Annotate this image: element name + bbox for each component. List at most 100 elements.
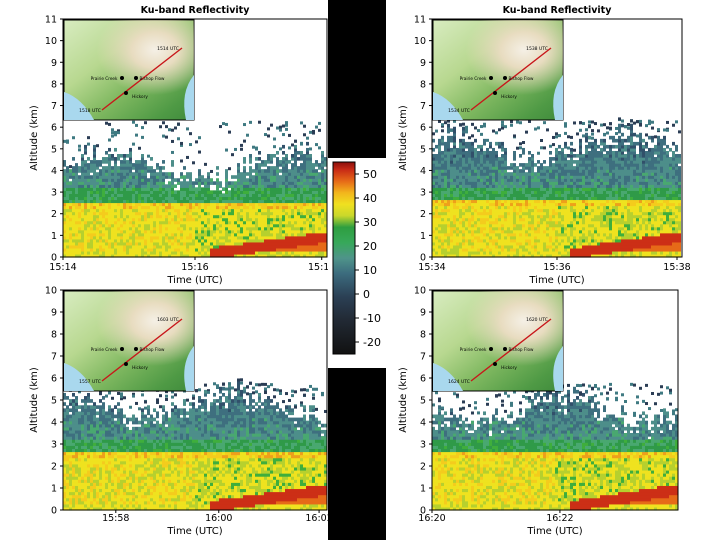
echo-cell <box>105 193 108 198</box>
echo-cell <box>255 178 258 182</box>
echo-cell <box>96 202 99 207</box>
echo-cell <box>267 181 270 185</box>
echo-cell <box>279 226 282 231</box>
echo-cell <box>129 147 132 152</box>
echo-cell <box>522 220 525 225</box>
echo-cell <box>174 199 177 204</box>
echo-cell <box>534 211 537 216</box>
echo-cell <box>546 166 549 170</box>
echo-cell <box>285 181 288 185</box>
echo-cell <box>144 205 147 210</box>
echo-cell <box>282 208 285 213</box>
echo-cell <box>300 184 303 188</box>
echo-cell <box>306 214 309 219</box>
echo-cell <box>135 235 138 240</box>
echo-cell <box>87 250 90 255</box>
echo-cell <box>282 150 285 155</box>
echo-cell <box>90 214 93 219</box>
echo-cell <box>450 187 453 191</box>
echo-speckle <box>222 122 225 126</box>
echo-speckle <box>444 121 447 125</box>
echo-cell <box>240 217 243 222</box>
echo-cell <box>231 232 234 237</box>
echo-cell <box>444 235 447 240</box>
echo-cell <box>450 223 453 228</box>
echo-cell <box>234 253 237 258</box>
echo-cell <box>288 217 291 222</box>
echo-cell <box>228 196 231 201</box>
echo-cell <box>534 220 537 225</box>
echo-cell <box>165 223 168 228</box>
echo-cell <box>489 199 492 204</box>
echo-cell <box>291 166 294 170</box>
echo-speckle <box>573 121 576 125</box>
echo-cell <box>438 217 441 222</box>
echo-cell <box>117 175 120 179</box>
echo-cell <box>192 217 195 222</box>
echo-cell <box>249 238 252 243</box>
echo-cell <box>81 172 84 176</box>
echo-cell <box>477 208 480 213</box>
echo-cell <box>108 253 111 258</box>
echo-cell <box>489 187 492 191</box>
echo-cell <box>498 172 501 176</box>
echo-cell <box>303 196 306 201</box>
echo-cell <box>273 244 276 249</box>
echo-cell <box>303 175 306 179</box>
echo-cell <box>180 247 183 252</box>
echo-cell <box>171 232 174 237</box>
echo-cell <box>135 232 138 237</box>
echo-cell <box>249 226 252 231</box>
echo-cell <box>504 220 507 225</box>
echo-cell <box>99 241 102 246</box>
echo-cell <box>117 193 120 198</box>
echo-cell <box>543 202 546 207</box>
echo-cell <box>501 208 504 213</box>
echo-cell <box>162 208 165 213</box>
echo-cell <box>525 181 528 185</box>
echo-cell <box>528 175 531 179</box>
echo-cell <box>543 244 546 249</box>
echo-cell <box>306 178 309 182</box>
echo-cell <box>255 223 258 228</box>
echo-cell <box>309 178 312 182</box>
echo-speckle <box>312 131 315 135</box>
echo-cell <box>204 199 207 204</box>
echo-cell <box>63 229 66 234</box>
echo-cell <box>102 169 105 173</box>
echo-cell <box>216 184 219 188</box>
echo-cell <box>489 211 492 216</box>
echo-cell <box>138 244 141 249</box>
echo-cell <box>543 193 546 198</box>
echo-cell <box>492 160 495 164</box>
echo-cell <box>165 172 168 176</box>
echo-cell <box>279 250 282 255</box>
echo-cell <box>513 220 516 225</box>
echo-cell <box>237 208 240 213</box>
echo-cell <box>198 220 201 225</box>
echo-cell <box>252 199 255 204</box>
echo-cell <box>300 175 303 179</box>
echo-cell <box>90 187 93 191</box>
echo-cell <box>492 150 495 155</box>
echo-cell <box>468 175 471 179</box>
echo-cell <box>510 202 513 207</box>
echo-cell <box>465 214 468 219</box>
echo-cell <box>252 169 255 173</box>
echo-cell <box>540 244 543 249</box>
echo-cell <box>189 247 192 252</box>
echo-cell <box>309 157 312 161</box>
echo-cell <box>444 154 447 158</box>
echo-cell <box>453 223 456 228</box>
echo-cell <box>447 244 450 249</box>
echo-cell <box>69 253 72 258</box>
echo-cell <box>264 178 267 182</box>
echo-cell <box>174 232 177 237</box>
echo-cell <box>483 150 486 155</box>
echo-speckle <box>180 159 183 163</box>
echo-cell <box>186 196 189 201</box>
echo-cell <box>102 175 105 179</box>
echo-cell <box>96 244 99 249</box>
echo-cell <box>258 175 261 179</box>
echo-cell <box>240 214 243 219</box>
